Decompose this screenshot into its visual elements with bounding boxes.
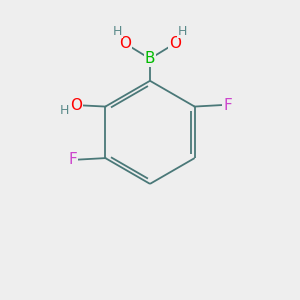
Text: F: F xyxy=(223,98,232,112)
Text: H: H xyxy=(113,25,122,38)
Text: H: H xyxy=(60,104,69,117)
Text: O: O xyxy=(169,36,181,51)
Text: F: F xyxy=(68,152,77,167)
Text: H: H xyxy=(178,25,187,38)
Text: O: O xyxy=(119,36,131,51)
Text: B: B xyxy=(145,51,155,66)
Text: O: O xyxy=(70,98,82,112)
